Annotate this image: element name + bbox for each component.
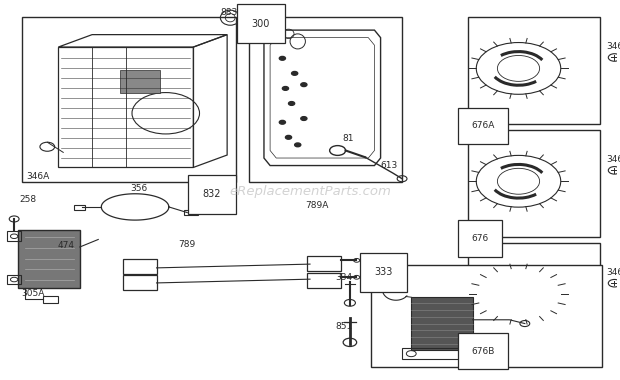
Bar xyxy=(402,348,482,359)
Circle shape xyxy=(294,143,301,147)
Bar xyxy=(468,243,600,350)
Bar xyxy=(7,231,21,241)
Circle shape xyxy=(285,135,291,139)
Circle shape xyxy=(279,57,285,60)
Bar xyxy=(43,296,58,303)
Text: 346: 346 xyxy=(606,42,620,51)
Bar xyxy=(120,70,159,93)
Bar xyxy=(468,17,600,124)
Bar xyxy=(74,205,85,209)
Circle shape xyxy=(279,120,285,124)
Bar xyxy=(123,275,156,290)
Circle shape xyxy=(291,71,298,75)
Text: 334: 334 xyxy=(336,273,353,282)
Bar xyxy=(22,17,236,182)
Circle shape xyxy=(301,83,307,87)
Text: 676B: 676B xyxy=(471,347,495,356)
Text: 789: 789 xyxy=(178,240,195,249)
Text: 832: 832 xyxy=(203,189,221,199)
Text: 300: 300 xyxy=(252,19,270,29)
Text: 333: 333 xyxy=(374,267,393,277)
Text: 346A: 346A xyxy=(27,173,50,181)
Text: 613: 613 xyxy=(381,161,398,170)
Text: 305A: 305A xyxy=(22,289,45,298)
Text: 676A: 676A xyxy=(471,121,495,130)
Bar xyxy=(411,297,472,350)
Bar xyxy=(371,265,601,367)
Bar xyxy=(307,273,341,288)
Text: 356: 356 xyxy=(131,184,148,193)
Bar xyxy=(307,256,341,271)
Text: 676: 676 xyxy=(471,234,489,243)
Text: 346: 346 xyxy=(606,268,620,277)
Text: 789A: 789A xyxy=(305,201,329,210)
Bar xyxy=(7,275,21,284)
Bar xyxy=(184,210,198,215)
Text: 883: 883 xyxy=(220,8,237,17)
Bar xyxy=(123,259,156,274)
Bar xyxy=(468,130,600,237)
Text: 346: 346 xyxy=(606,155,620,164)
Circle shape xyxy=(288,101,294,105)
Bar xyxy=(19,230,80,288)
Text: 258: 258 xyxy=(19,195,36,204)
Text: eReplacementParts.com: eReplacementParts.com xyxy=(229,185,391,198)
Bar xyxy=(249,17,402,182)
Text: 81: 81 xyxy=(342,134,354,143)
Circle shape xyxy=(282,87,288,90)
Text: 851: 851 xyxy=(336,322,353,331)
Circle shape xyxy=(301,117,307,120)
Text: 474: 474 xyxy=(57,241,74,250)
